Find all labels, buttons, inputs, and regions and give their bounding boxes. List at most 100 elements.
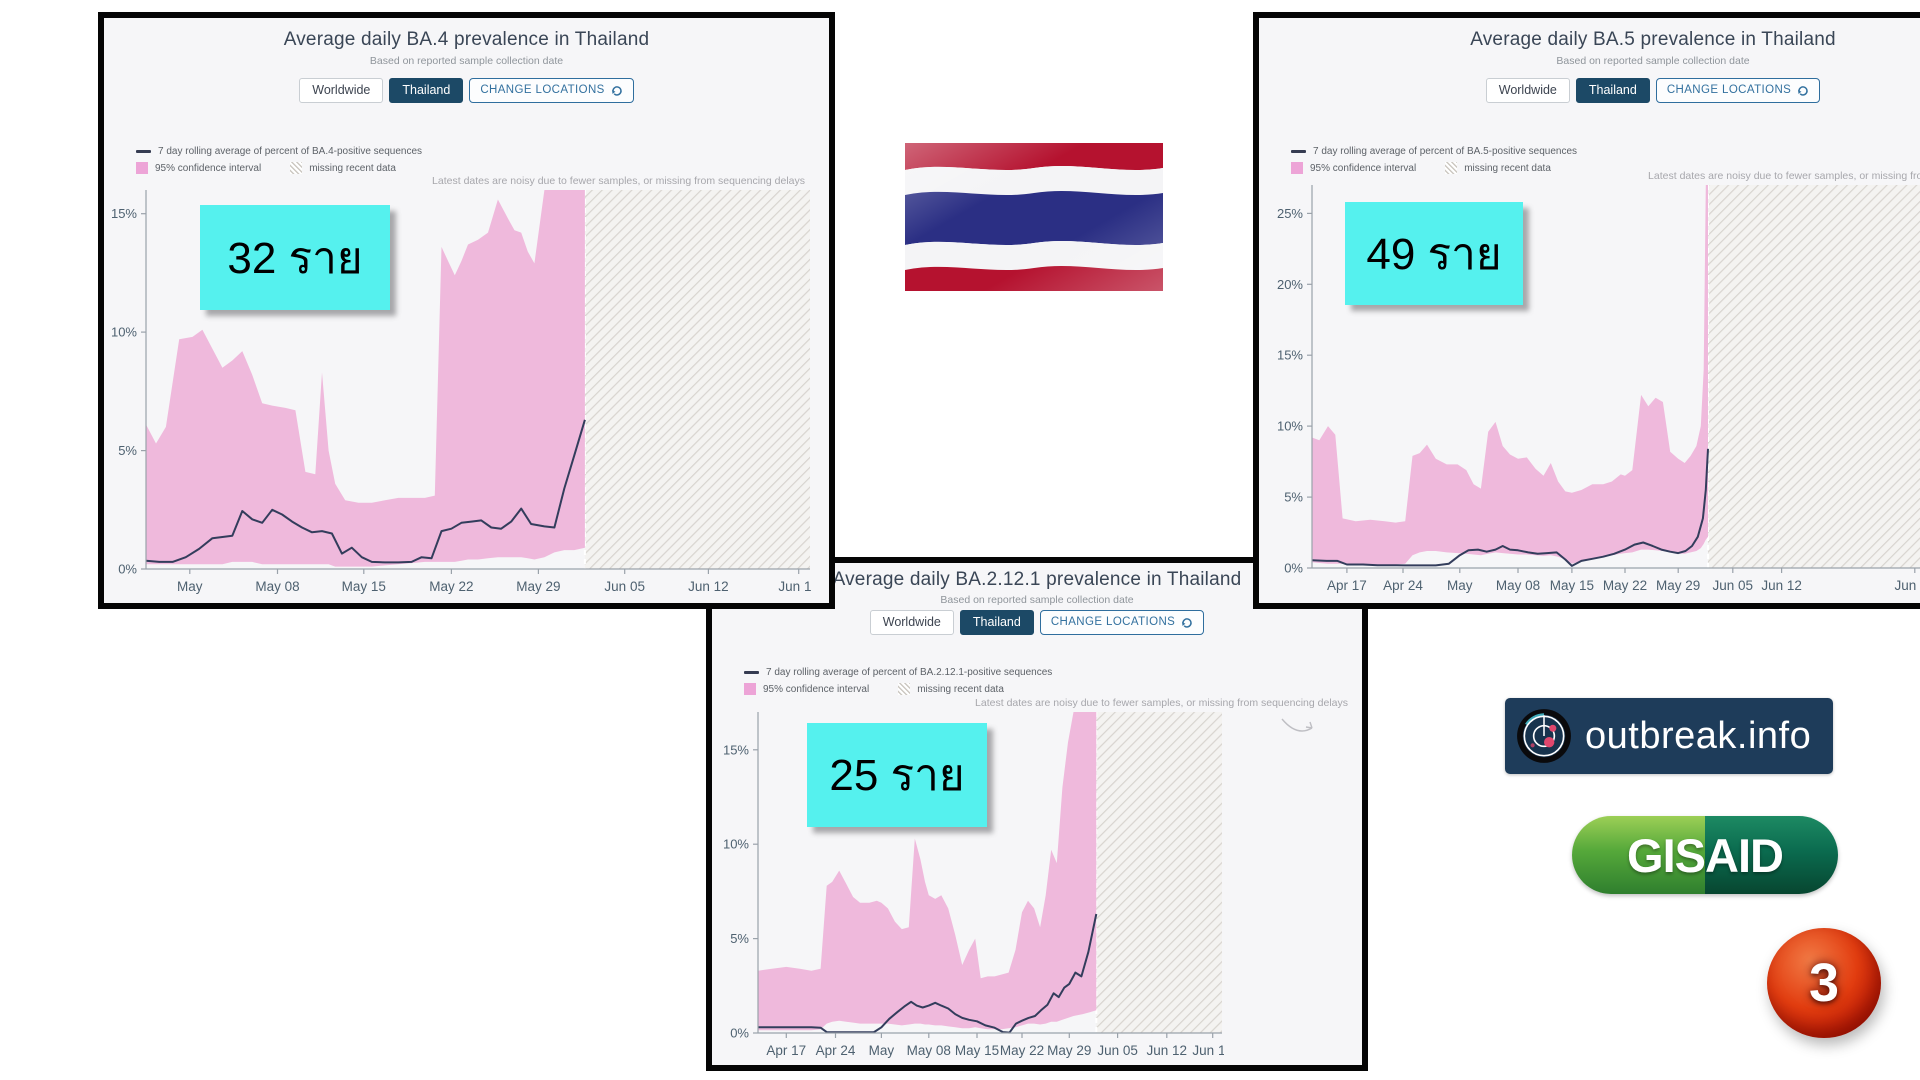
outbreak-info-logo: outbreak.info [1505, 698, 1833, 774]
gisaid-logo: GISAID [1572, 816, 1838, 894]
svg-text:0%: 0% [1284, 561, 1303, 576]
line-legend-label: 7 day rolling average of percent of BA.2… [766, 667, 1053, 678]
svg-text:15%: 15% [723, 742, 749, 757]
ba4-chart-card: Average daily BA.4 prevalence in Thailan… [98, 12, 835, 609]
svg-text:15%: 15% [111, 206, 137, 221]
missing-data-legend-swatch [290, 162, 303, 174]
ba212-prevalence-plot: 0%5%10%15%Apr 17 Apr 24 May May 08 May 15 May… [723, 712, 1224, 1058]
svg-text:Apr 24: Apr 24 [1383, 578, 1423, 593]
worldwide-button[interactable]: Worldwide [869, 610, 954, 635]
case-count-callout: 25 ราย [807, 723, 987, 827]
thailand-button[interactable]: Thailand [1575, 78, 1650, 103]
svg-text:10%: 10% [723, 837, 749, 852]
change-locations-button[interactable]: CHANGE LOCATIONS [1655, 78, 1821, 103]
svg-text:Apr 24: Apr 24 [816, 1043, 856, 1058]
line-legend-swatch [1291, 150, 1306, 153]
location-toggle-row: Worldwide Thailand CHANGE LOCATIONS [1259, 78, 1920, 103]
worldwide-button[interactable]: Worldwide [1485, 78, 1570, 103]
svg-text:Apr 17: Apr 17 [1327, 578, 1367, 593]
svg-text:Jun 05: Jun 05 [1713, 578, 1754, 593]
thailand-button[interactable]: Thailand [959, 610, 1034, 635]
svg-text:Jun 19: Jun 19 [1192, 1043, 1224, 1058]
thailand-button[interactable]: Thailand [389, 78, 464, 103]
ci-legend-label: 95% confidence interval [763, 683, 870, 695]
change-locations-label: CHANGE LOCATIONS [1050, 616, 1176, 628]
svg-text:May 22: May 22 [1603, 578, 1647, 593]
slide-number-badge: 3 [1767, 928, 1881, 1038]
missing-data-legend-swatch [898, 683, 911, 695]
missing-data-legend-swatch [1445, 162, 1458, 174]
svg-text:25%: 25% [1277, 206, 1303, 221]
svg-text:15%: 15% [1277, 348, 1303, 363]
gisaid-green-right [1705, 816, 1838, 894]
ba4-prevalence-plot: 0% 5% 10% 15% May May 08 May 15 May 22 May 29 Jun… [111, 190, 812, 594]
line-legend-label: 7 day rolling average of percent of BA.5… [1313, 146, 1578, 157]
noisy-data-note: Latest dates are noisy due to fewer samp… [1648, 170, 1920, 182]
chart-legend: 7 day rolling average of percent of BA.2… [744, 667, 1052, 700]
ci-legend-label: 95% confidence interval [1310, 162, 1417, 174]
svg-text:Jun 19: Jun 19 [778, 579, 812, 594]
svg-text:May: May [869, 1043, 895, 1058]
page-title: Average daily BA.2.12.1 prevalence in Th… [832, 569, 1242, 590]
ba5-prevalence-plot: 0% 5% 10% 15% 20% 25% Apr 17 Apr 24 May May 08 May… [1277, 185, 1920, 593]
svg-text:May 08: May 08 [255, 579, 299, 594]
gisaid-label: GISAID [1627, 828, 1784, 882]
missing-data-legend-label: missing recent data [917, 683, 1004, 695]
missing-data-legend-label: missing recent data [1464, 162, 1551, 174]
chart-subtitle: Based on reported sample collection date [369, 55, 564, 67]
svg-text:May: May [1447, 578, 1473, 593]
svg-text:Jun 19: Jun 19 [1895, 578, 1920, 593]
page-title: Average daily BA.5 prevalence in Thailan… [1470, 29, 1836, 50]
svg-text:Jun 12: Jun 12 [688, 579, 729, 594]
chart-legend: 7 day rolling average of percent of BA.4… [136, 146, 422, 179]
svg-text:May 22: May 22 [429, 579, 473, 594]
ci-legend-swatch [744, 683, 756, 695]
svg-text:10%: 10% [1277, 419, 1303, 434]
noisy-data-note: Latest dates are noisy due to fewer samp… [975, 697, 1348, 709]
radar-icon [1517, 709, 1571, 763]
svg-text:Apr 17: Apr 17 [766, 1043, 806, 1058]
svg-text:May 29: May 29 [1047, 1043, 1091, 1058]
change-locations-label: CHANGE LOCATIONS [1666, 84, 1792, 96]
line-legend-swatch [136, 150, 151, 153]
svg-text:5%: 5% [1284, 490, 1303, 505]
worldwide-button[interactable]: Worldwide [299, 78, 384, 103]
note-arrow-icon [1281, 718, 1313, 732]
svg-text:May 15: May 15 [955, 1043, 999, 1058]
ci-legend-swatch [136, 162, 148, 174]
svg-text:Jun 12: Jun 12 [1147, 1043, 1188, 1058]
slide-number: 3 [1808, 953, 1840, 1013]
svg-text:5%: 5% [118, 443, 137, 458]
change-locations-button[interactable]: CHANGE LOCATIONS [469, 78, 634, 103]
ba5-chart-card: Average daily BA.5 prevalence in Thailan… [1253, 12, 1920, 609]
svg-text:0%: 0% [730, 1026, 749, 1041]
svg-text:5%: 5% [730, 931, 749, 946]
ba212-chart-card: Average daily BA.2.12.1 prevalence in Th… [706, 557, 1368, 1071]
thailand-flag [905, 143, 1163, 291]
svg-text:Jun 12: Jun 12 [1761, 578, 1802, 593]
svg-text:May 29: May 29 [516, 579, 560, 594]
chart-subtitle: Based on reported sample collection date [940, 594, 1134, 606]
svg-text:May 22: May 22 [1000, 1043, 1044, 1058]
case-count-callout: 32 ราย [200, 205, 390, 310]
svg-text:May 08: May 08 [1496, 578, 1540, 593]
svg-text:Jun 05: Jun 05 [604, 579, 645, 594]
page-title: Average daily BA.4 prevalence in Thailan… [283, 29, 650, 50]
case-count-callout: 49 ราย [1345, 202, 1523, 305]
location-toggle-row: Worldwide Thailand CHANGE LOCATIONS [104, 78, 829, 103]
missing-data-legend-label: missing recent data [309, 162, 396, 174]
svg-text:May 15: May 15 [1550, 578, 1594, 593]
svg-text:May 08: May 08 [907, 1043, 951, 1058]
refresh-icon [611, 85, 622, 96]
svg-text:May 29: May 29 [1656, 578, 1700, 593]
svg-text:10%: 10% [111, 325, 137, 340]
noisy-data-note: Latest dates are noisy due to fewer samp… [432, 175, 805, 187]
refresh-icon [1798, 85, 1808, 96]
line-legend-swatch [744, 671, 759, 674]
svg-text:Jun 05: Jun 05 [1097, 1043, 1138, 1058]
outbreak-info-label: outbreak.info [1585, 714, 1812, 757]
change-locations-button[interactable]: CHANGE LOCATIONS [1039, 610, 1205, 635]
change-locations-label: CHANGE LOCATIONS [480, 84, 605, 96]
refresh-icon [1182, 617, 1192, 628]
